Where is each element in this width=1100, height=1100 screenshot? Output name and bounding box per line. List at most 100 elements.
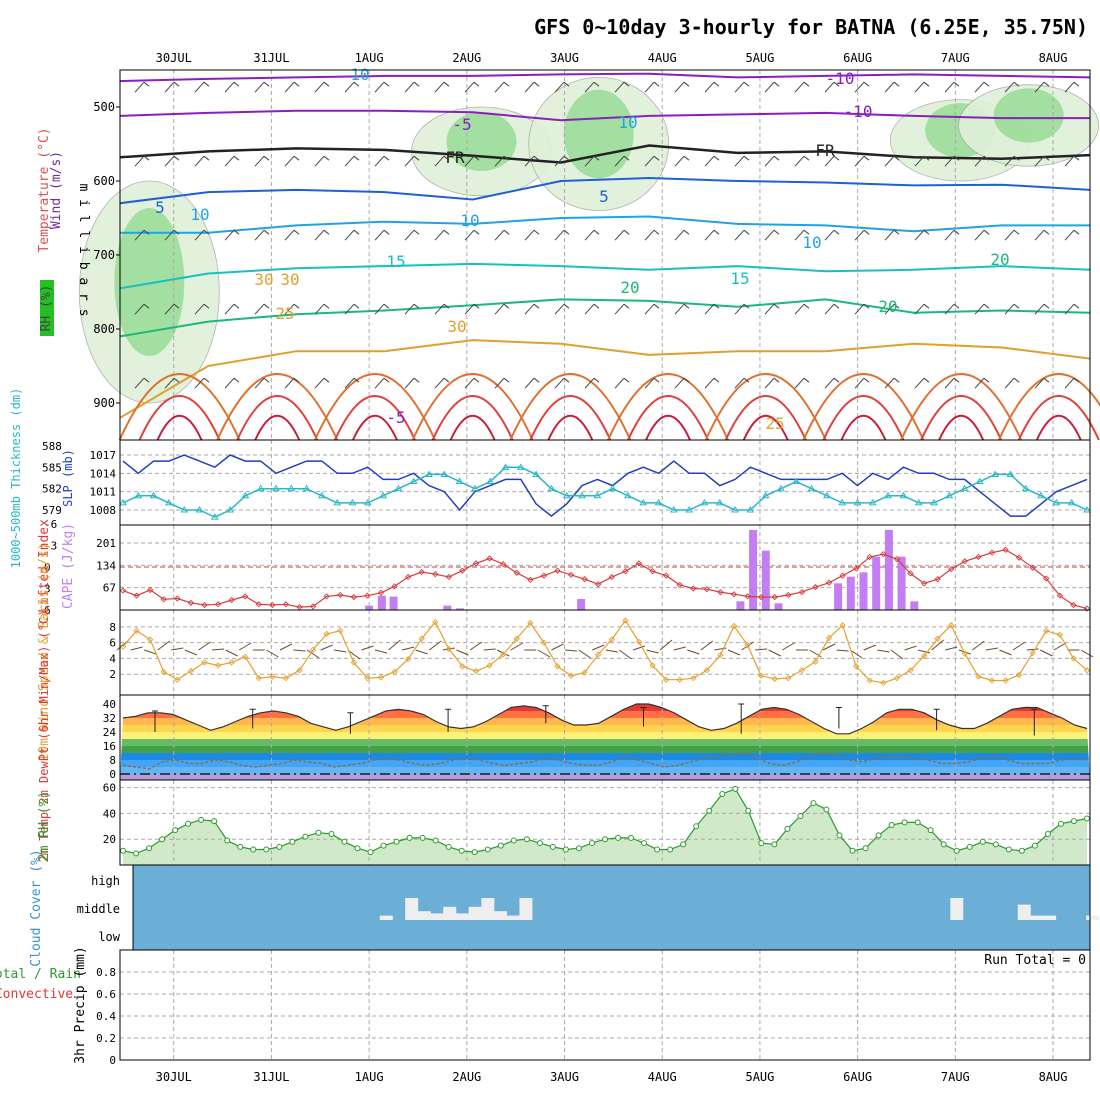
wind10-marker — [825, 634, 833, 642]
wind10-marker — [377, 674, 385, 681]
rh-ylabel: 2m RH (%) — [37, 791, 52, 861]
cape-ylabel-lifted: Lifted Index — [37, 519, 52, 613]
wind-barb-flag — [323, 303, 330, 309]
wind10-barb — [212, 648, 225, 651]
thickness-marker — [547, 484, 556, 492]
wind-barb-flag — [323, 229, 330, 235]
wind-barb — [194, 229, 205, 241]
rh2m-marker — [862, 845, 869, 852]
wind10-marker — [595, 651, 602, 658]
wind10-marker — [988, 677, 996, 684]
rh2m-marker — [849, 847, 856, 854]
wind-barb — [764, 377, 775, 389]
wind-barb-flag — [743, 303, 750, 309]
wind-barb-flag — [443, 229, 450, 235]
wind-barb-flag — [1073, 303, 1080, 309]
wind-barb — [674, 81, 685, 93]
lifted-index-marker — [540, 572, 548, 579]
bottom-date-label: 4AUG — [648, 1070, 677, 1084]
wind-barb — [734, 303, 745, 315]
warm-isotherm-arc — [997, 373, 1100, 441]
wind-barb — [254, 229, 265, 241]
lifted-index-marker — [364, 592, 371, 599]
wind10-marker — [282, 675, 290, 682]
rh2m-marker — [680, 841, 687, 848]
wind-barb — [734, 229, 745, 241]
wind10-marker — [635, 638, 643, 645]
wind-barb-flag — [1043, 303, 1050, 309]
rh2m-marker — [315, 829, 322, 836]
wind-barb-flag — [983, 377, 990, 383]
contour-label: 20 — [990, 250, 1009, 269]
wind-barb-flag — [503, 303, 510, 309]
wind10-marker — [309, 646, 317, 653]
wind-barb — [974, 303, 985, 315]
lifted-tick-label: -3 — [44, 540, 57, 553]
wind-barb — [524, 377, 535, 389]
wind-barb — [584, 229, 595, 241]
wind10-barb — [605, 649, 618, 653]
lifted-index-marker — [690, 585, 697, 592]
wind10-barb — [822, 643, 836, 651]
rh2m-marker — [432, 837, 439, 844]
lifted-index-marker — [798, 588, 806, 596]
rh2m-marker — [732, 785, 739, 792]
wind-barb — [884, 155, 895, 167]
wind-barb — [494, 229, 505, 241]
wind-barb-flag — [683, 229, 690, 235]
wind-tick-label: 4 — [109, 652, 116, 665]
warm-isotherm-arc — [352, 414, 398, 441]
rh2m-marker — [1084, 815, 1090, 822]
cloud-middle-bar — [1043, 915, 1057, 920]
isotherm-line — [119, 339, 1091, 419]
wind-barb — [314, 81, 325, 93]
wind10-marker — [1002, 677, 1009, 684]
rh-tick-label: 60 — [103, 782, 116, 795]
cape-ylabel-cape: CAPE (J/kg) — [61, 523, 76, 609]
thickness-marker — [241, 491, 250, 499]
wind-barb — [704, 377, 715, 389]
wind-barb — [554, 81, 565, 93]
thickness-marker — [287, 484, 296, 492]
temp-tick-label: 16 — [103, 740, 116, 753]
wind10-marker — [513, 635, 520, 642]
wind10-marker — [1070, 655, 1077, 662]
wind-barb — [524, 303, 535, 315]
rh2m-marker — [458, 847, 465, 854]
wind-barb — [1004, 81, 1015, 93]
rh2m-marker — [120, 847, 126, 854]
wind10-marker — [866, 677, 873, 684]
wind-barb-flag — [383, 229, 390, 235]
wind-barb — [854, 303, 865, 315]
cape-bar — [859, 572, 868, 610]
wind10-barb — [714, 647, 727, 651]
wind-barb — [1034, 303, 1045, 315]
top-date-label: 2AUG — [452, 51, 481, 65]
wind-barb-flag — [323, 155, 330, 161]
lifted-index-marker — [472, 560, 480, 567]
rh2m-marker — [888, 822, 895, 828]
wind-barb — [974, 81, 985, 93]
cloud-middle-bar — [481, 898, 495, 920]
wind-barb — [944, 81, 955, 93]
lifted-index-marker — [377, 589, 385, 596]
wind10-barb — [1012, 641, 1026, 651]
warm-isotherm-arc — [138, 395, 221, 441]
wind-barb — [1064, 155, 1075, 167]
isotherm-line — [119, 72, 1091, 83]
wind-barb — [794, 81, 805, 93]
wind-barb — [464, 303, 475, 315]
wind10-marker — [323, 630, 330, 638]
thickness-marker — [685, 506, 694, 513]
wind-barb-flag — [533, 303, 540, 309]
contour-label: 10 — [802, 233, 821, 252]
slp-tick-label: 1014 — [90, 467, 117, 480]
cloud-middle-bar — [455, 913, 469, 920]
wind-barb — [884, 229, 895, 241]
wind-barb-flag — [443, 81, 450, 87]
bottom-date-label: 2AUG — [452, 1070, 481, 1084]
lifted-index-marker — [391, 583, 398, 590]
wind-barb — [374, 229, 385, 241]
thickness-marker — [425, 470, 433, 477]
wind-barb-flag — [983, 155, 990, 161]
